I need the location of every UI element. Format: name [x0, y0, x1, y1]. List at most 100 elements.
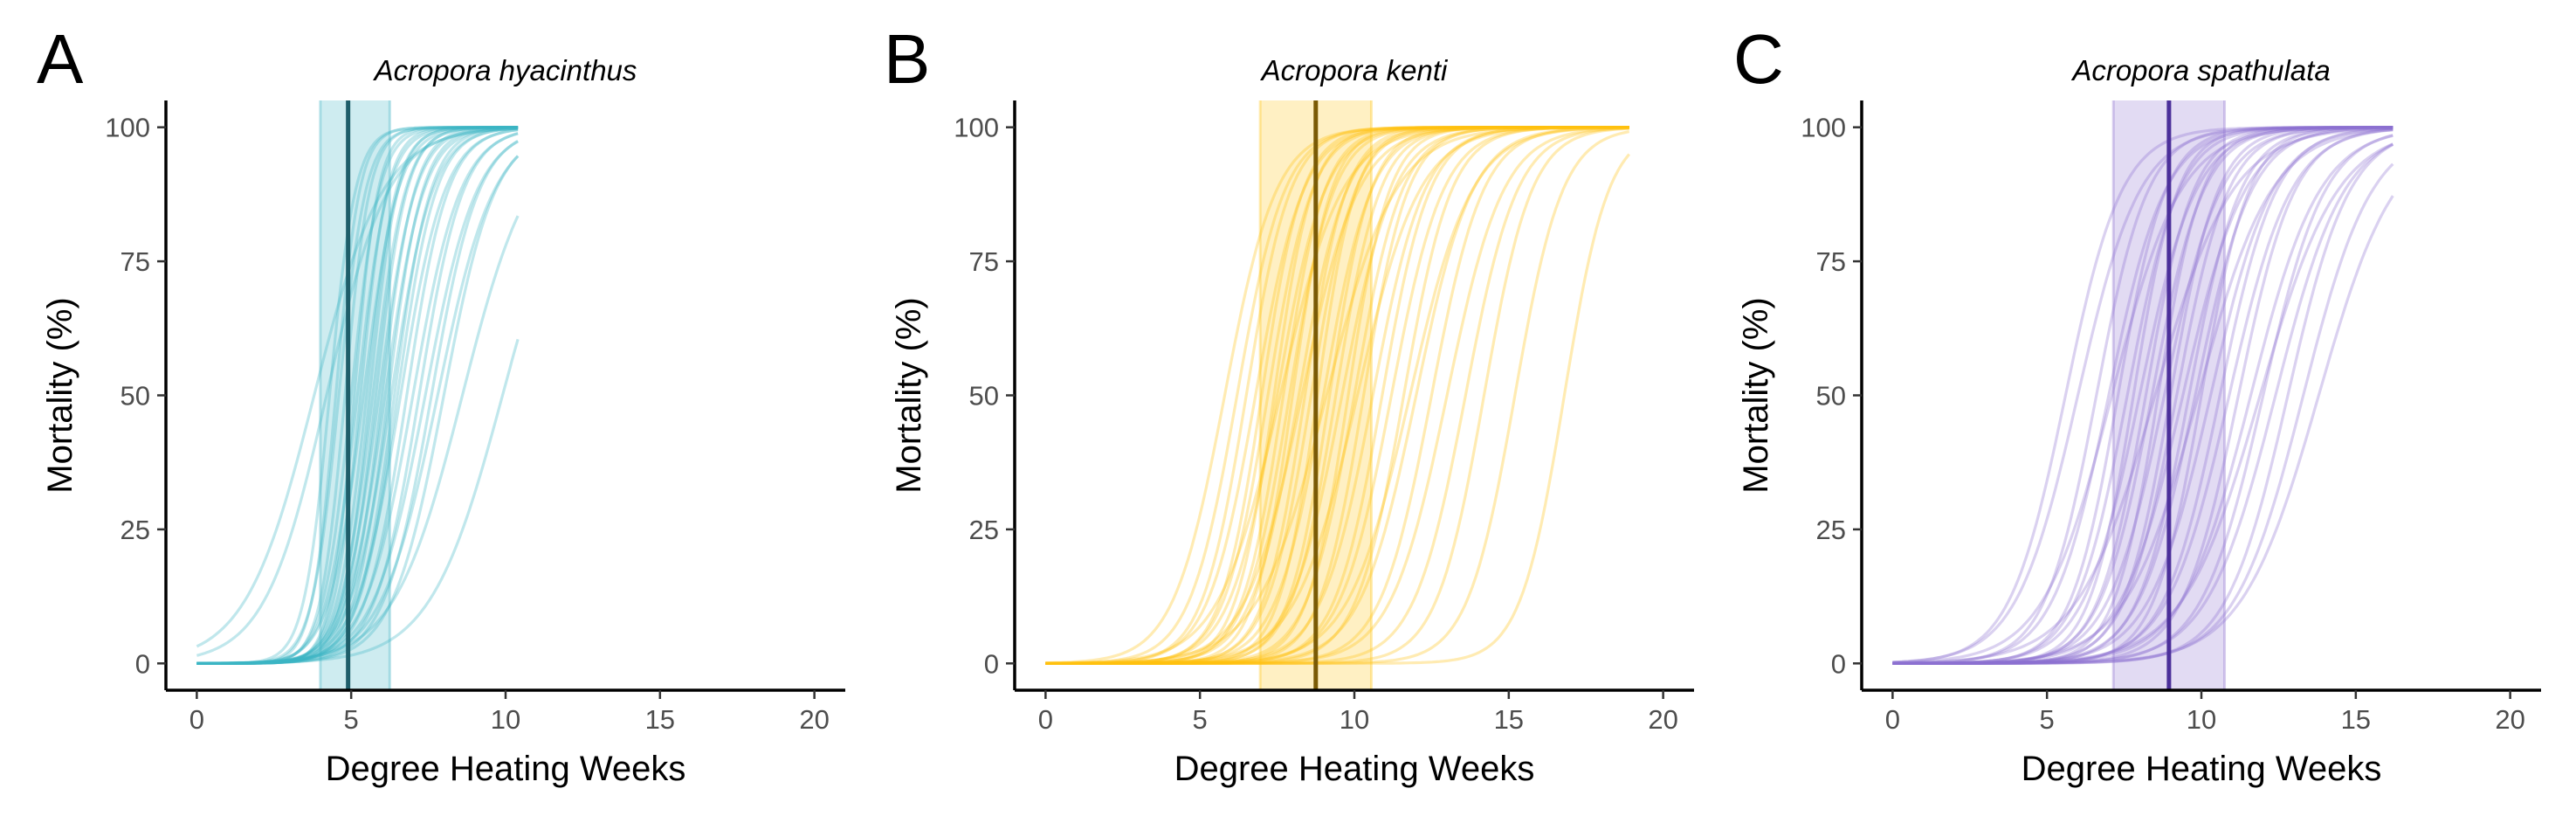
x-tick-label: 0 [1038, 704, 1053, 735]
panel-title: Acropora spathulata [2070, 54, 2330, 86]
mortality-curve [196, 126, 519, 665]
mortality-curve [1045, 127, 1629, 665]
mortality-curve [196, 132, 519, 665]
mortality-curve [1892, 134, 2393, 665]
mortality-curve [1045, 126, 1629, 665]
mortality-curve [196, 128, 519, 665]
mortality-curve [1892, 126, 2393, 665]
mortality-curve [1045, 126, 1629, 665]
mortality-curve [1045, 126, 1629, 665]
mortality-curve [1892, 128, 2393, 665]
x-tick-label: 15 [1494, 704, 1524, 735]
y-tick-label: 75 [1816, 246, 1846, 277]
mortality-curve [1892, 126, 2393, 665]
mortality-curve [196, 126, 519, 665]
mortality-curve [196, 127, 519, 665]
mortality-curve [196, 126, 519, 665]
y-tick-label: 75 [969, 246, 999, 277]
mortality-curve [1892, 126, 2393, 665]
mortality-curve [1045, 126, 1629, 665]
mortality-curve [1045, 126, 1629, 665]
mortality-curve [1892, 126, 2393, 665]
mortality-curve [1045, 126, 1629, 665]
mortality-curve [1892, 127, 2393, 665]
mortality-curve [196, 140, 519, 665]
y-tick-label: 50 [969, 381, 999, 412]
mortality-curve [196, 126, 519, 665]
mortality-curve [1892, 142, 2394, 665]
mortality-curve [1045, 126, 1629, 665]
x-tick-label: 5 [344, 704, 359, 735]
mortality-curve [1045, 126, 1629, 665]
mortality-curve [1045, 126, 1629, 665]
panel-c: C Acropora spathulata 0 25 50 75 100 0 5 10 15 20 De… [1733, 20, 2541, 788]
y-tick-label: 100 [105, 113, 150, 143]
mortality-curve [1045, 126, 1629, 665]
mortality-curve [1045, 126, 1629, 665]
y-tick-label: 75 [121, 246, 150, 277]
x-tick-label: 10 [1340, 704, 1369, 735]
x-tick-label: 20 [1648, 704, 1677, 735]
x-axis-title: Degree Heating Weeks [2022, 750, 2382, 788]
mortality-curve [196, 127, 519, 648]
mortality-curve [196, 126, 519, 665]
mortality-curve [1045, 126, 1629, 665]
mortality-curve [1045, 126, 1629, 665]
mortality-curve [1045, 126, 1629, 665]
y-axis-title: Mortality (%) [890, 297, 928, 493]
mortality-curve [196, 127, 519, 657]
panel-title: Acropora kenti [1260, 54, 1449, 86]
x-tick-label: 15 [645, 704, 675, 735]
mortality-curve [1045, 127, 1629, 665]
mortality-curve [1045, 126, 1629, 665]
panel-letter: C [1733, 20, 1784, 98]
mortality-curve [196, 126, 519, 665]
mortality-curve [1892, 195, 2394, 665]
mortality-curve [196, 126, 519, 665]
mortality-curve [1892, 142, 2393, 665]
mortality-curve [1045, 126, 1629, 665]
mortality-curve [1892, 126, 2393, 664]
mortality-curve [1045, 126, 1629, 665]
mortality-curve [1892, 126, 2393, 665]
curves [1045, 126, 1630, 665]
mortality-curve [1892, 126, 2393, 665]
mortality-curve [1892, 126, 2393, 665]
mortality-curve [1892, 127, 2393, 665]
x-tick-label: 10 [491, 704, 520, 735]
x-tick-label: 20 [799, 704, 829, 735]
mortality-curve [196, 126, 519, 665]
panel-title: Acropora hyacinthus [373, 54, 637, 86]
mortality-curve [196, 126, 519, 665]
mortality-curve [1892, 143, 2394, 665]
y-tick-label: 0 [135, 648, 150, 679]
y-axis-title: Mortality (%) [41, 297, 79, 493]
mortality-curve [1045, 126, 1629, 665]
panel-b: B Acropora kenti 0 25 50 75 100 0 5 10 15 20 Degree … [884, 20, 1694, 788]
mortality-curve [196, 126, 519, 665]
mortality-curve [1892, 163, 2394, 665]
y-axis-title: Mortality (%) [1737, 297, 1775, 493]
ci-band-group [319, 100, 391, 690]
y-tick-label: 25 [1816, 515, 1846, 545]
mortality-curve [196, 126, 519, 665]
x-axis-title: Degree Heating Weeks [326, 750, 686, 788]
mortality-curve [196, 126, 519, 665]
mortality-curve [196, 140, 519, 665]
x-tick-label: 0 [1885, 704, 1900, 735]
mortality-curve [1045, 126, 1629, 665]
mortality-curve [196, 126, 519, 665]
mortality-curve [196, 155, 520, 665]
mortality-curve [196, 128, 519, 665]
mortality-curve [1045, 126, 1629, 665]
mortality-curve [1045, 126, 1629, 665]
mortality-curve [1045, 127, 1629, 665]
y-tick-label: 25 [121, 515, 150, 545]
y-tick-label: 100 [954, 113, 999, 143]
mortality-curve [1892, 126, 2393, 665]
mortality-curve [196, 155, 520, 665]
mortality-curve [1892, 128, 2393, 665]
x-axis-title: Degree Heating Weeks [1174, 750, 1535, 788]
mortality-curve [1045, 126, 1629, 665]
